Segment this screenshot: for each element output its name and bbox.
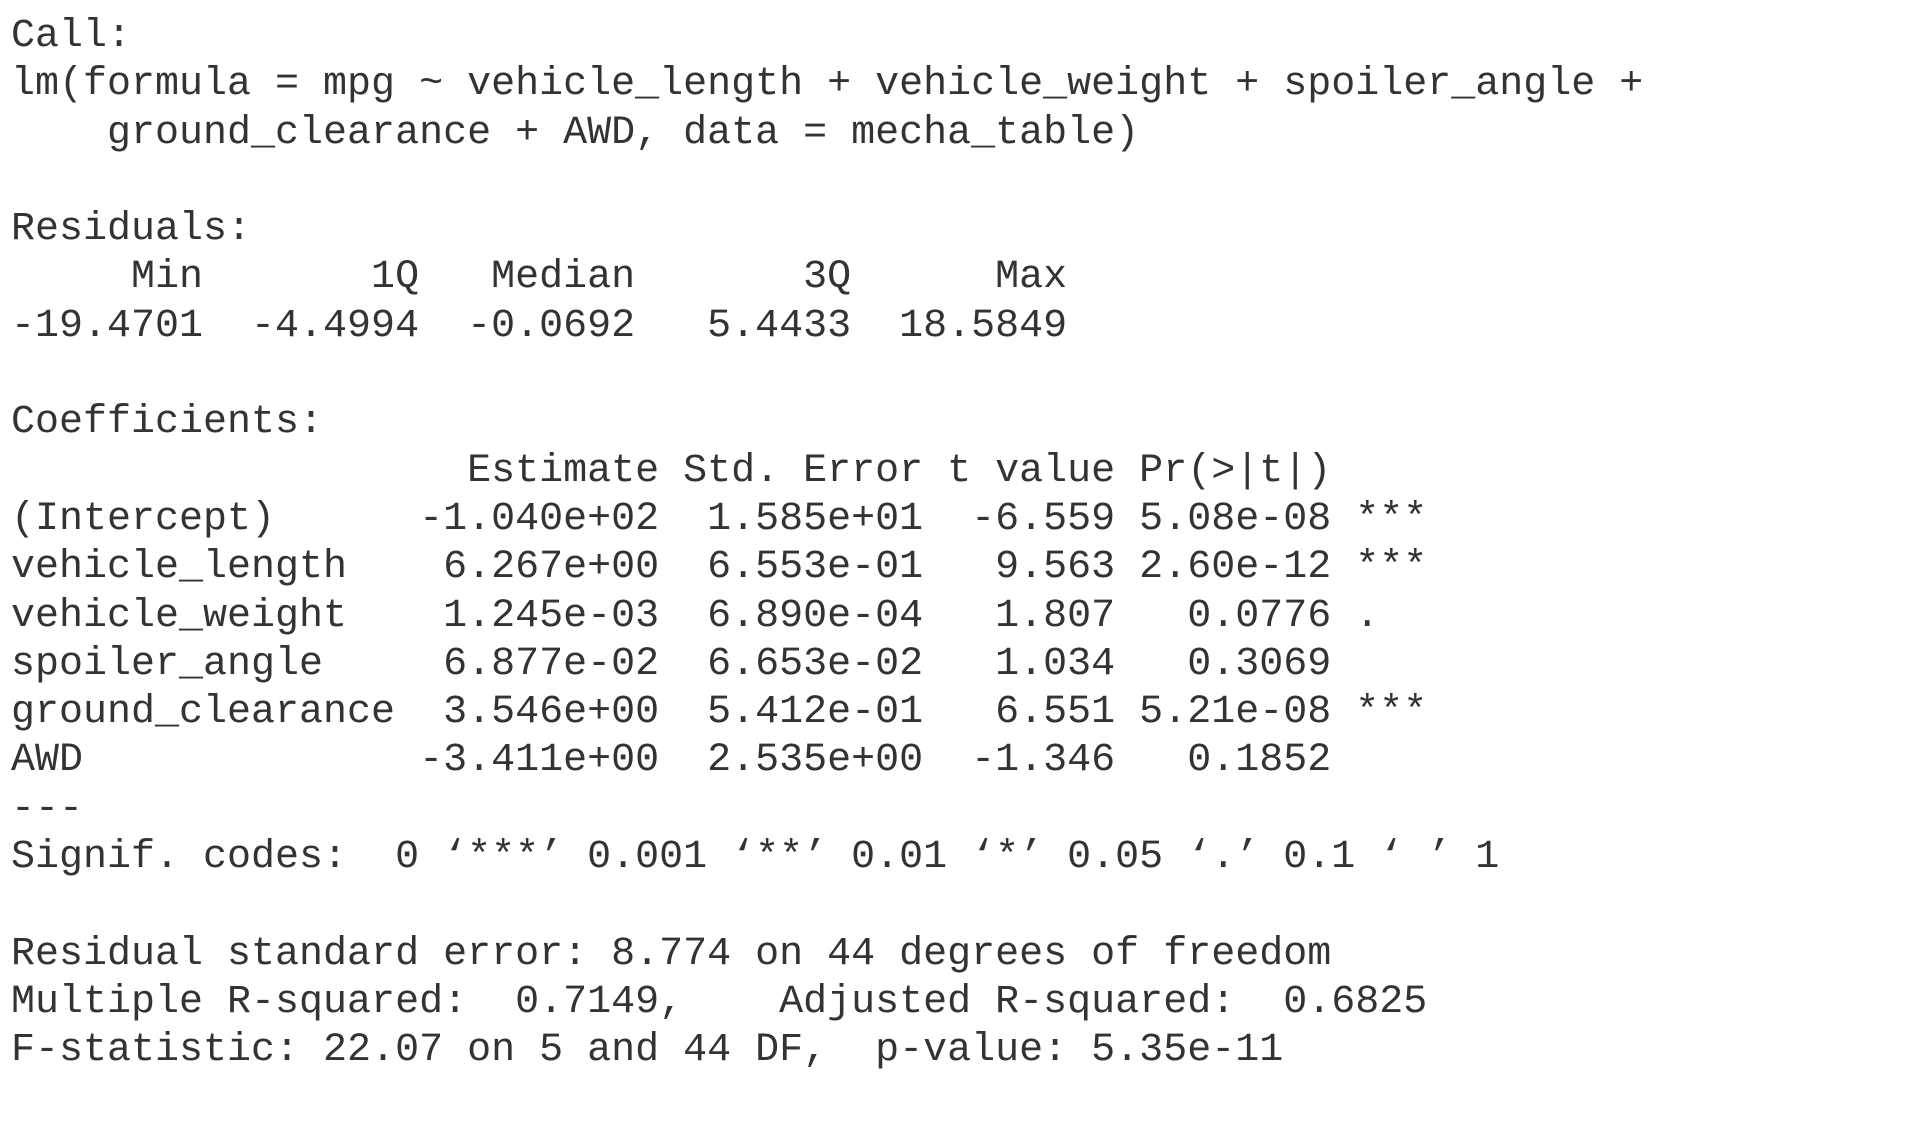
output-line: spoiler_angle 6.877e-02 6.653e-02 1.034 … [11, 641, 1332, 687]
output-line: lm(formula = mpg ~ vehicle_length + vehi… [11, 62, 1668, 108]
output-line: vehicle_weight 1.245e-03 6.890e-04 1.807… [11, 593, 1380, 639]
coefficients-section: Coefficients: Estimate Std. Error t valu… [11, 399, 1667, 882]
output-line: AWD -3.411e+00 2.535e+00 -1.346 0.1852 [11, 738, 1332, 784]
output-line: F-statistic: 22.07 on 5 and 44 DF, p-val… [11, 1028, 1284, 1074]
section-label: Residuals: [11, 207, 252, 253]
section-label: Call: [11, 14, 132, 59]
output-line: Signif. codes: 0 ‘***’ 0.001 ‘**’ 0.01 ‘… [11, 835, 1500, 881]
r-output: Call: lm(formula = mpg ~ vehicle_length … [11, 13, 1667, 1124]
output-line: ground_clearance 3.546e+00 5.412e-01 6.5… [11, 690, 1428, 736]
output-line: Estimate Std. Error t value Pr(>|t|) [11, 448, 1332, 494]
page: Call: lm(formula = mpg ~ vehicle_length … [11, 14, 1644, 1074]
output-line: -19.4701 -4.4994 -0.0692 5.4433 18.5849 [11, 303, 1068, 349]
output-line: --- [11, 786, 84, 832]
output-line: Residual standard error: 8.774 on 44 deg… [11, 931, 1332, 977]
output-line: Multiple R-squared: 0.7149, Adjusted R-s… [11, 979, 1452, 1025]
section-label: Coefficients: [11, 400, 324, 446]
summary-section: Residual standard error: 8.774 on 44 deg… [11, 931, 1667, 1076]
output-line: Min 1Q Median 3Q Max [11, 255, 1068, 301]
output-line: vehicle_length 6.267e+00 6.553e-01 9.563… [11, 545, 1428, 591]
residuals-section: Residuals: Min 1Q Median 3Q Max -19.4701 … [11, 206, 1667, 351]
output-line: (Intercept) -1.040e+02 1.585e+01 -6.559 … [11, 496, 1428, 542]
output-line: ground_clearance + AWD, data = mecha_tab… [11, 110, 1140, 156]
call-section: Call: lm(formula = mpg ~ vehicle_length … [11, 13, 1667, 158]
